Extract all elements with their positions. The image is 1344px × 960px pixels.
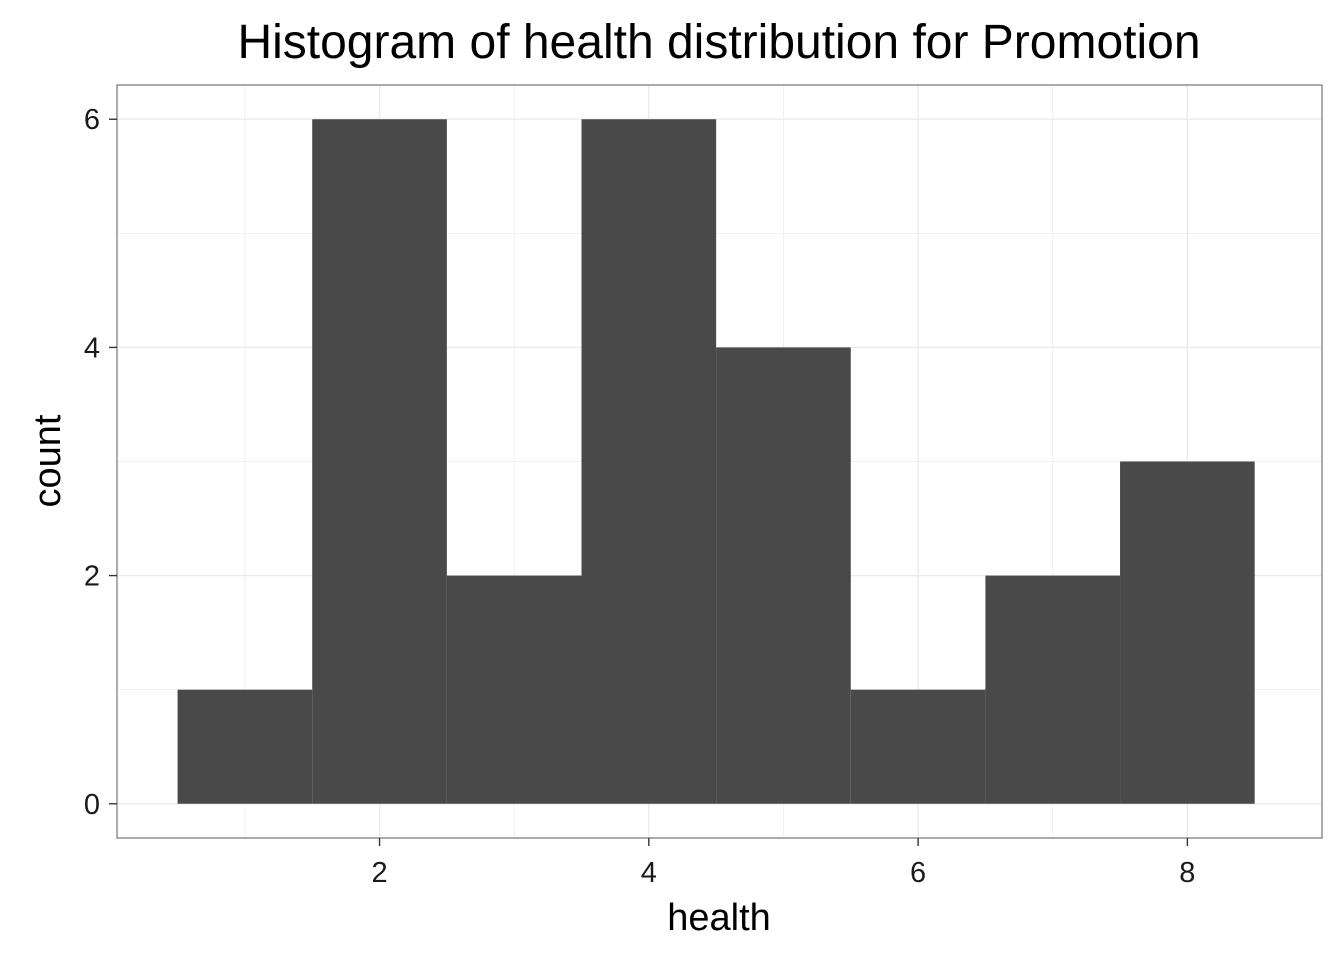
histogram-bar-3 (446, 575, 582, 804)
y-tick-label: 4 (84, 332, 100, 364)
histogram-bars (177, 119, 1255, 804)
y-axis-title: count (27, 414, 69, 507)
x-tick-label: 8 (1179, 857, 1195, 889)
panel-border (116, 84, 1323, 839)
histogram-bar-4 (581, 119, 717, 804)
x-tick-label: 4 (641, 857, 657, 889)
y-tick-label: 6 (84, 104, 100, 136)
histogram-bar-5 (716, 347, 851, 804)
histogram-bar-1 (177, 689, 313, 804)
x-tick-label: 2 (371, 857, 387, 889)
histogram-bar-8 (1120, 461, 1255, 804)
histogram-bar-2 (312, 119, 447, 804)
histogram-bar-6 (850, 689, 986, 804)
chart-title: Histogram of health distribution for Pro… (237, 16, 1200, 69)
y-axis-ticks: 0 2 4 6 (84, 104, 117, 821)
y-tick-label: 0 (84, 789, 100, 821)
x-axis-ticks: 2 4 6 8 (371, 838, 1195, 889)
y-tick-label: 2 (84, 561, 100, 593)
histogram-bar-7 (985, 575, 1121, 804)
x-tick-label: 6 (910, 857, 926, 889)
x-axis-title: health (667, 897, 771, 939)
